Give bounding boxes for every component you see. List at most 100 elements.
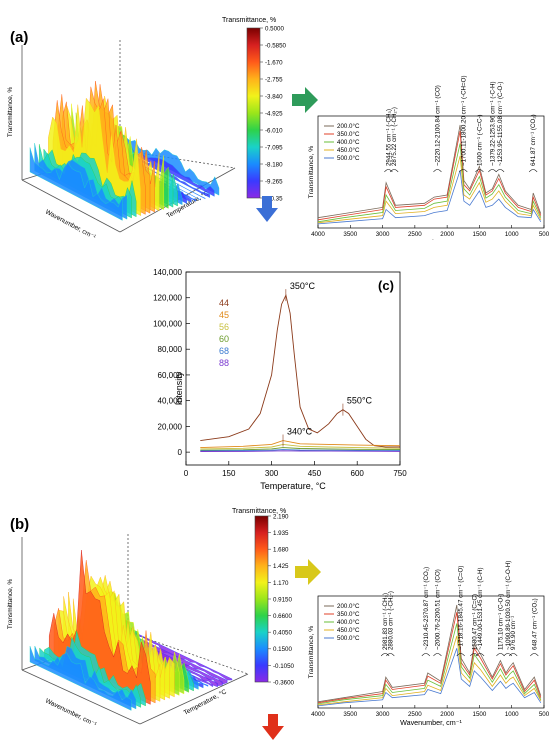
x-tick-label: 3500 [343, 711, 357, 718]
colorbar-tick-label: 1.680 [273, 547, 289, 554]
colorbar-a: 0.5000 -0.5850 -1.670 -2.755 -3.840 -4.925 -6.… [246, 25, 287, 202]
y-tick-label: 20,000 [158, 422, 183, 431]
annotation-brace [475, 169, 484, 173]
annotation-label: 350°C [290, 281, 316, 291]
legend-entry-44: 44 [219, 298, 229, 308]
y-axis-label: Intensity [174, 371, 184, 405]
colorbar-tick-label: -6.010 [265, 127, 283, 134]
annotation-label: ~1253.95-1155.08 cm⁻¹ (C-O-) [497, 82, 504, 166]
annotation-label: 2981.83 cm⁻¹ (-CH₃) [382, 593, 389, 650]
x-tick-label: 300 [265, 469, 279, 478]
legend-entry-45: 45 [219, 310, 229, 320]
surface-strip [29, 646, 132, 711]
annotation-brace [421, 653, 431, 657]
annotation-label: 648.47 cm⁻¹ (CO₂) [531, 598, 538, 650]
colorbar-tick-label: -9.265 [265, 178, 283, 185]
colorbar-b: 2.190 1.935 1.680 1.425 1.170 0.9150 0.6600 0.4… [254, 513, 295, 686]
legend-entry-68: 68 [219, 346, 229, 356]
plot-frame [317, 595, 545, 709]
y-axis-label: Transmittance, % [308, 146, 315, 199]
annotation-brace [384, 169, 393, 173]
panel-a-graphics: (a) Transmittance, % Wavenumber, cm⁻¹ Te… [7, 17, 550, 247]
x-tick-label: 3000 [376, 711, 390, 718]
annotation-brace [475, 653, 485, 657]
annotation-brace [488, 169, 497, 173]
panel-b: (b) Transmittance, % Wavenumber, cm⁻¹ Te… [0, 502, 550, 744]
series-line-88 [200, 450, 401, 452]
surface-b-z-label: Transmittance, % [7, 579, 14, 630]
colorbar-tick-label: -0.3600 [273, 679, 295, 686]
annotation-brace [433, 653, 442, 657]
annotation-label: 2880.03 cm⁻¹ (-CH₂-) [387, 591, 394, 650]
annotation-label: ~1718.16-1845.47 cm⁻¹ (C=O) [458, 566, 465, 650]
colorbar-gradient [246, 27, 261, 199]
surface-b-y-label: Temperature, °C [182, 687, 228, 716]
annotation-label: ~1700.11-1800.20 cm⁻¹ (-CH=O) [460, 75, 467, 166]
x-tick-label: 1500 [473, 711, 487, 718]
x-tick-label: 3500 [343, 231, 357, 238]
surface-b-x-label: Wavenumber, cm⁻¹ [44, 698, 98, 729]
y-tick-label: 60,000 [158, 371, 183, 380]
annotation-brace [508, 653, 518, 657]
annotation-brace [528, 169, 538, 173]
surface-strip [29, 147, 123, 221]
plot-frame [185, 271, 401, 466]
colorbar-tick-label: -0.5850 [265, 42, 287, 49]
colorbar-tick-label: 0.5000 [265, 25, 284, 32]
annotation-label: 2944.55 cm⁻¹ (-CH₃) [385, 109, 392, 166]
series-line-4000 [317, 623, 542, 705]
legend-entry: 400.0°C [337, 139, 360, 146]
colorbar-gradient [254, 515, 269, 683]
colorbar-tick-label: -8.180 [265, 161, 283, 168]
surface-a-z-label: Transmittance, % [7, 87, 14, 138]
colorbar-tick-label: 2.190 [273, 513, 289, 520]
annotation-brace [386, 653, 395, 657]
legend-entry-88: 88 [219, 358, 229, 368]
surface-strip [48, 97, 141, 216]
annotation-label: 641.87 cm⁻¹ (CO₂) [530, 114, 537, 166]
surface-b [29, 549, 233, 711]
x-tick-label: 500 [539, 231, 550, 238]
annotation-label: ~2220.12-2100.84 cm⁻¹ (CO) [434, 85, 441, 166]
x-tick-label: 1000 [505, 711, 519, 718]
x-tick-label: 150 [222, 469, 236, 478]
arrow-down-a [256, 196, 278, 222]
x-tick-label: 450 [308, 469, 322, 478]
annotation-brace [433, 169, 442, 173]
colorbar-tick-label: 1.170 [273, 580, 289, 587]
panel-a-label: (a) [10, 29, 28, 46]
colorbar-tick-label: -2.755 [265, 76, 283, 83]
legend-entry: 500.0°C [337, 635, 360, 642]
series-line-4500 [317, 155, 542, 224]
annotation-label: 1580.47 cm⁻¹ (C=C) [471, 594, 478, 650]
annotation-label: ~1090.89-1030.50 cm⁻¹ (C-O-H) [505, 561, 512, 650]
panel-c-label: (c) [378, 278, 394, 293]
colorbar-tick-label: -1.670 [265, 59, 283, 66]
legend-entry: 400.0°C [337, 619, 360, 626]
colorbar-tick-label: -4.925 [265, 110, 283, 117]
annotation-brace [530, 653, 539, 657]
series-line-5000 [317, 170, 542, 225]
legend-entry: 350.0°C [337, 611, 360, 618]
x-tick-label: 1000 [505, 231, 519, 238]
series-line-2000 [317, 124, 542, 219]
panel-b-graphics: (b) Transmittance, % Wavenumber, cm⁻¹ Te… [7, 508, 550, 740]
annotation-brace [389, 169, 399, 173]
annotation-label: 1500 cm⁻¹ (-C=C-) [476, 114, 483, 166]
colorbar-a-title: Transmittance, % [222, 17, 276, 24]
arrow-right-a [292, 87, 318, 113]
legend-entry-56: 56 [219, 322, 229, 332]
panel-c: 0 20,000 40,000 60,000 80,000 100,000 120,000 1… [0, 240, 550, 502]
x-tick-label: 2500 [408, 711, 422, 718]
colorbar-tick-label: -10.35 [265, 195, 283, 202]
arrow-down-b [262, 714, 284, 740]
series-line-56 [200, 443, 401, 450]
legend-entry: 450.0°C [337, 147, 360, 154]
ms-chart: 0 20,000 40,000 60,000 80,000 100,000 120,000 1… [153, 268, 407, 491]
colorbar-tick-label: 1.935 [273, 530, 289, 537]
legend-entry: 500.0°C [337, 155, 360, 162]
x-tick-label: 500 [539, 711, 550, 718]
annotation-brace [459, 169, 468, 173]
arrow-right-b [295, 559, 321, 585]
annotation-brace [380, 653, 390, 657]
